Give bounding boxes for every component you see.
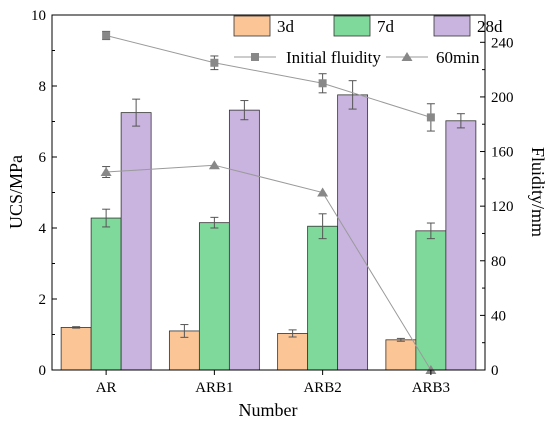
legend-marker-square	[251, 53, 259, 61]
y2-tick-label: 240	[491, 35, 514, 51]
legend-label-3d: 3d	[277, 17, 295, 36]
line-1	[106, 164, 432, 371]
y2-tick-label: 0	[491, 363, 499, 379]
x-axis-ticks: AR ARB1 ARB2 ARB3	[96, 370, 450, 396]
marker-triangle-AR	[100, 167, 112, 177]
bar-28d-ARB1	[228, 109, 260, 371]
bar-3d-AR	[60, 326, 92, 371]
y2-tick-label: 200	[491, 90, 514, 106]
y-axis-ticks: 0 2 4 6 8 10	[31, 8, 57, 379]
legend-swatch-7d	[333, 15, 371, 37]
x-tick-label-ARB3: ARB3	[412, 380, 450, 396]
legend: 3d 7d 28d Initial fluidity 60min	[233, 15, 503, 67]
y2-axis-ticks: 0 40 80 120 160 200 240	[480, 35, 514, 379]
x-axis-title: Number	[239, 400, 298, 420]
legend-marker-triangle	[401, 52, 413, 61]
bar-7d-ARB2	[307, 225, 339, 371]
legend-label-7d: 7d	[377, 17, 395, 36]
x-tick-label-AR: AR	[96, 380, 117, 396]
bar-series-group	[60, 94, 477, 371]
legend-label-line-1: 60min	[436, 48, 480, 67]
bar-7d-ARB3	[415, 230, 447, 371]
y-tick-label: 4	[39, 221, 47, 237]
y2-tick-label: 160	[491, 145, 514, 161]
y-axis-title: UCS/MPa	[6, 155, 26, 229]
legend-label-line-0: Initial fluidity	[286, 48, 381, 67]
marker-square-ARB1	[210, 58, 219, 67]
marker-triangle-ARB2	[317, 187, 329, 197]
marker-triangle-ARB1	[208, 160, 220, 170]
y2-tick-label: 80	[491, 254, 506, 270]
y2-tick-label: 120	[491, 199, 514, 215]
marker-square-AR	[102, 31, 111, 40]
y-tick-label: 0	[39, 363, 47, 379]
marker-square-ARB2	[318, 79, 327, 88]
y-tick-label: 2	[39, 292, 47, 308]
y-tick-label: 8	[39, 79, 47, 95]
bar-3d-ARB2	[277, 333, 309, 371]
x-tick-label-ARB1: ARB1	[195, 380, 233, 396]
legend-swatch-3d	[233, 15, 271, 37]
y-tick-label: 10	[31, 8, 46, 24]
y2-tick-label: 40	[491, 308, 506, 324]
bar-28d-AR	[120, 112, 152, 371]
error-bars-group	[72, 80, 465, 342]
marker-square-ARB3	[426, 113, 435, 122]
bar-3d-ARB3	[385, 339, 417, 371]
x-tick-label-ARB2: ARB2	[303, 380, 341, 396]
legend-swatch-28d	[433, 15, 471, 37]
bar-28d-ARB3	[445, 120, 477, 371]
y2-axis-title: Fluidity/mm	[528, 147, 548, 237]
bar-7d-ARB1	[198, 222, 230, 371]
legend-label-28d: 28d	[477, 17, 503, 36]
y-tick-label: 6	[39, 150, 47, 166]
bar-28d-ARB2	[337, 94, 369, 371]
line-series-group	[100, 30, 437, 374]
bar-7d-AR	[90, 217, 122, 371]
line-0	[106, 34, 432, 118]
